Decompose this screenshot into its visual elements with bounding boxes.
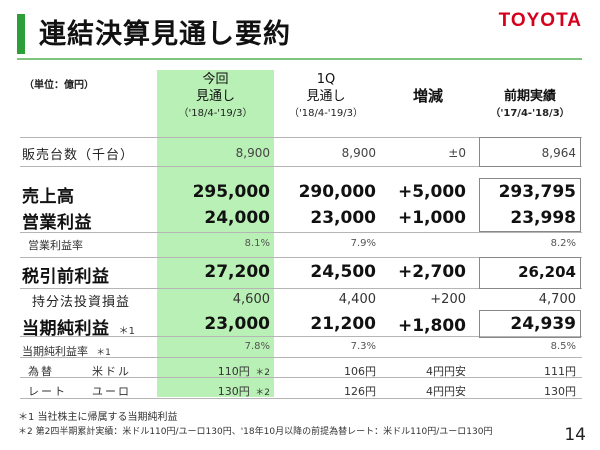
row-divider (20, 232, 582, 233)
equity-1q: 4,400 (338, 292, 376, 307)
equity-change: +200 (430, 292, 466, 307)
row-divider (20, 166, 582, 167)
revenue-change: +5,000 (397, 182, 466, 202)
fx-eur-change: 4円円安 (426, 385, 466, 398)
prior-revenue-op-box (479, 178, 581, 232)
row-label-pretax-income: 税引前利益 (22, 267, 110, 287)
page-title: 連結決算見通し要約 (39, 19, 291, 50)
op-income-1q: 23,000 (310, 208, 376, 228)
sales-units-1q: 8,900 (341, 146, 376, 160)
row-label-operating-margin: 営業利益率 (28, 239, 83, 252)
fx-eur-1q: 126円 (344, 385, 376, 398)
title-accent-bar (17, 14, 25, 54)
row-label-net-margin-group: 当期純利益率 ＊1 (22, 340, 111, 359)
row-divider (20, 288, 582, 289)
op-margin-current: 8.1% (244, 238, 270, 249)
pretax-current: 27,200 (204, 262, 270, 282)
op-income-current: 24,000 (204, 208, 270, 228)
footnote-1: ＊1 当社株主に帰属する当期純利益 (18, 412, 178, 423)
toyota-logo: TOYOTA (498, 10, 582, 31)
unit-label: （単位：億円） (24, 80, 94, 91)
op-margin-prior: 8.2% (550, 238, 576, 249)
header-current-forecast: 今回 見通し （'18/4-'19/3） (157, 71, 274, 122)
title-bar: 連結決算見通し要約 (17, 10, 397, 56)
net-income-change: +1,800 (397, 316, 466, 336)
row-label-equity-method: 持分法投資損益 (32, 295, 131, 310)
pretax-1q: 24,500 (310, 262, 376, 282)
row-divider (20, 336, 582, 337)
header-prior-period: （'17/4-'18/3） (490, 108, 570, 119)
sales-units-change: ±0 (448, 146, 466, 160)
prior-net-income-box (479, 310, 581, 338)
net-margin-footnote-mark: ＊1 (96, 348, 111, 358)
current-forecast-highlight (157, 70, 274, 397)
net-income-1q: 21,200 (310, 314, 376, 334)
prior-pretax-box (479, 257, 581, 289)
title-divider (17, 58, 582, 60)
row-divider (20, 377, 582, 378)
fx-usd-change: 4円円安 (426, 365, 466, 378)
fx-eur-footnote-mark: ＊2 (255, 388, 270, 398)
header-current-line1: 今回 (202, 72, 229, 87)
net-income-current: 23,000 (204, 314, 270, 334)
header-1q-line2: 見通し (306, 89, 346, 104)
fx-usd-current-group: 110円 ＊2 (157, 363, 270, 379)
fx-eur-current-group: 130円 ＊2 (157, 383, 270, 399)
fx-usd-1q: 106円 (344, 365, 376, 378)
row-divider (20, 357, 582, 358)
row-label-operating-income: 営業利益 (22, 213, 92, 233)
header-prior-line1: 前期実績 (503, 89, 556, 104)
op-income-change: +1,000 (397, 208, 466, 228)
fx-label-line2: レート (28, 385, 67, 398)
row-label-net-income-group: 当期純利益 ＊1 (22, 314, 135, 339)
fx-usd-current: 110円 (217, 365, 250, 378)
header-1q-line1: 1Q (316, 72, 336, 87)
sales-units-prior: 8,964 (541, 146, 576, 160)
fx-eur-prior: 130円 (544, 385, 576, 398)
header-prior-actual: 前期実績 （'17/4-'18/3） (478, 88, 582, 122)
fx-label-line1: 為替 (28, 365, 54, 378)
prior-sales-box (479, 137, 581, 167)
op-margin-1q: 7.9% (350, 238, 376, 249)
row-label-revenue: 売上高 (22, 187, 75, 207)
fx-eur-label: ユーロ (92, 385, 131, 398)
row-divider (20, 257, 582, 258)
footnote-2: ＊2 第2四半期累計実績：米ドル110円/ユーロ130円、'18年10月以降の前… (18, 427, 493, 437)
row-divider (20, 398, 582, 399)
page-number: 14 (564, 425, 586, 445)
row-label-net-margin: 当期純利益率 (22, 345, 88, 358)
net-income-footnote-mark: ＊1 (118, 326, 135, 337)
revenue-prior: 293,795 (498, 182, 576, 202)
op-income-prior: 23,998 (510, 208, 576, 228)
row-label-net-income: 当期純利益 (22, 319, 110, 339)
sales-units-current: 8,900 (235, 146, 270, 160)
fx-usd-footnote-mark: ＊2 (255, 368, 270, 378)
header-change: 増減 (412, 87, 443, 105)
net-margin-current: 7.8% (244, 341, 270, 352)
fx-usd-label: 米ドル (92, 365, 131, 378)
row-label-sales-units: 販売台数（千台） (22, 148, 135, 163)
header-1q-forecast: 1Q 見通し （'18/4-'19/3） (276, 71, 376, 122)
fx-usd-prior: 111円 (544, 365, 576, 378)
equity-current: 4,600 (232, 292, 270, 307)
row-divider (20, 137, 582, 138)
header-current-line2: 見通し (195, 89, 235, 104)
fx-eur-current: 130円 (217, 385, 250, 398)
pretax-change: +2,700 (397, 262, 466, 282)
header-1q-period: （'18/4-'19/3） (288, 108, 364, 119)
net-margin-1q: 7.3% (350, 341, 376, 352)
revenue-current: 295,000 (192, 182, 270, 202)
revenue-1q: 290,000 (298, 182, 376, 202)
net-margin-prior: 8.5% (550, 341, 576, 352)
header-current-period: （'18/4-'19/3） (178, 108, 253, 119)
net-income-prior: 24,939 (510, 314, 576, 334)
pretax-prior: 26,204 (518, 263, 576, 281)
equity-prior: 4,700 (538, 292, 576, 307)
